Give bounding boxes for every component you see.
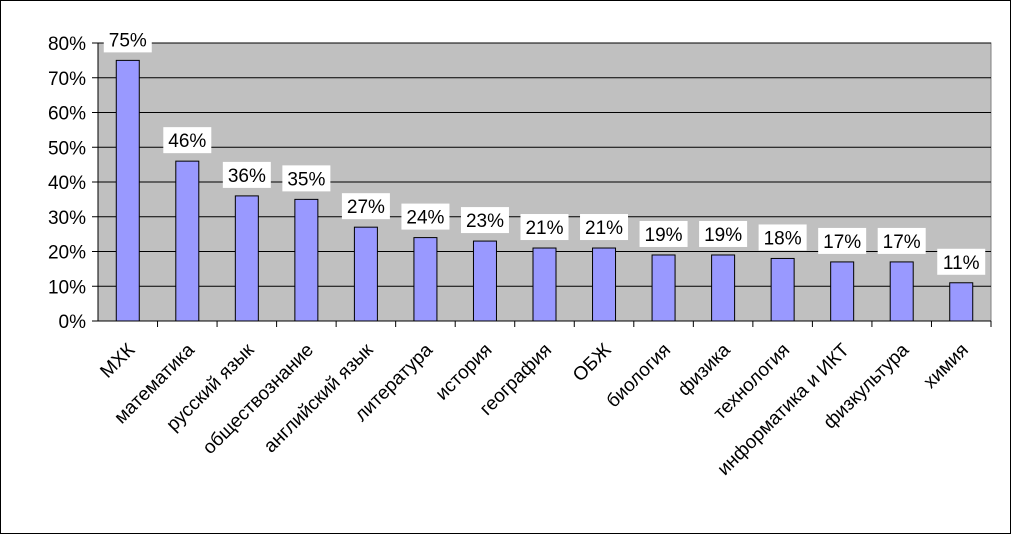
data-label-box	[580, 214, 629, 241]
data-label-box	[520, 214, 569, 241]
category-label: МХК	[96, 340, 139, 383]
category-label: английский язык	[260, 339, 378, 457]
data-label: 23%	[466, 211, 504, 232]
data-label: 21%	[585, 218, 623, 239]
data-label-box	[818, 227, 867, 254]
category-label: ОБЖ	[569, 339, 616, 386]
data-label-box	[103, 26, 152, 53]
data-label: 17%	[883, 232, 921, 253]
bar	[175, 160, 200, 322]
data-label-box	[163, 127, 212, 154]
data-label: 21%	[525, 218, 563, 239]
y-tick-label: 60%	[48, 104, 86, 125]
y-tick-label: 30%	[48, 208, 86, 229]
data-label: 27%	[347, 197, 385, 218]
data-label: 46%	[168, 131, 206, 152]
data-label: 35%	[287, 169, 325, 190]
bar	[294, 198, 319, 322]
bar	[711, 254, 736, 322]
data-label: 75%	[109, 30, 147, 51]
y-tick-label: 80%	[48, 34, 86, 55]
category-label: биология	[603, 340, 675, 412]
bar	[830, 261, 855, 322]
bar	[472, 240, 497, 322]
y-tick-label: 0%	[59, 312, 87, 333]
bar	[889, 261, 914, 322]
bar	[770, 257, 795, 322]
data-label-box	[341, 193, 390, 220]
bar	[115, 59, 140, 322]
data-label-box	[401, 203, 450, 230]
data-label-box	[282, 165, 331, 192]
category-label: физика	[674, 339, 735, 400]
data-label: 18%	[764, 228, 802, 249]
category-label: обществознание	[199, 340, 318, 459]
bar	[949, 282, 974, 322]
data-label: 19%	[704, 225, 742, 246]
data-label-box	[639, 220, 688, 247]
data-label-box	[222, 161, 271, 188]
data-label: 17%	[823, 232, 861, 253]
bar	[353, 226, 378, 322]
data-label-box	[758, 224, 807, 251]
bar	[532, 247, 557, 322]
category-label: химия	[920, 340, 973, 393]
bar	[651, 254, 676, 322]
y-tick-label: 70%	[48, 69, 86, 90]
bar	[413, 237, 438, 322]
y-tick-label: 20%	[48, 243, 86, 264]
data-label-box	[699, 220, 748, 247]
data-label-box	[460, 207, 509, 234]
data-label: 36%	[228, 166, 266, 187]
y-tick-label: 50%	[48, 138, 86, 159]
bar	[592, 247, 617, 322]
bar	[234, 195, 259, 322]
data-label-box	[877, 227, 926, 254]
data-label-box	[937, 248, 986, 275]
data-label: 19%	[645, 225, 683, 246]
y-tick-label: 10%	[48, 277, 86, 298]
y-tick-label: 40%	[48, 173, 86, 194]
data-label: 24%	[406, 208, 444, 229]
data-label: 11%	[943, 253, 980, 274]
